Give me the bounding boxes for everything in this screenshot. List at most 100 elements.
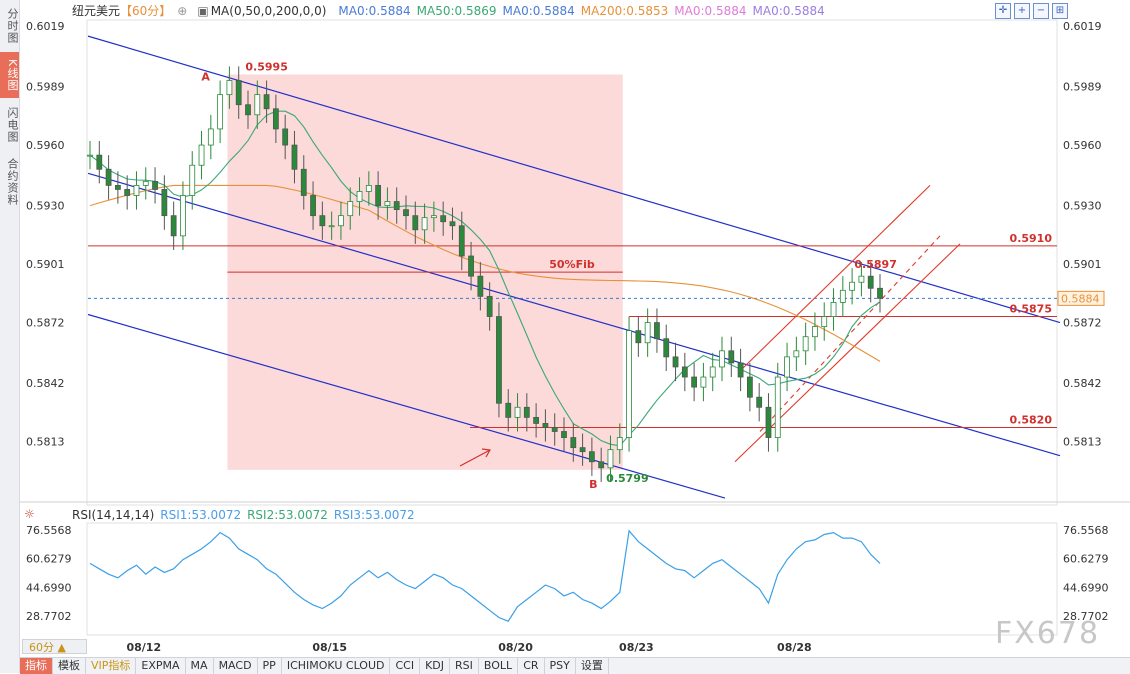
- candle-body: [728, 350, 735, 364]
- fit-icon[interactable]: ⊞: [1052, 3, 1068, 19]
- candle-body: [468, 255, 474, 277]
- candle-body: [812, 326, 818, 338]
- candle: [96, 141, 103, 184]
- current-price-value: 0.5884: [1061, 292, 1100, 305]
- candle: [384, 187, 391, 220]
- template-tab[interactable]: 模板: [53, 658, 86, 674]
- candle: [319, 201, 326, 240]
- settings-button[interactable]: 设置: [576, 658, 609, 674]
- candle: [719, 336, 725, 382]
- vip-indicator-tab[interactable]: VIP指标: [86, 658, 137, 674]
- ma-settings-icon[interactable]: ⊕: [177, 4, 188, 18]
- legend-ma0-a: MA0:0.5884: [338, 4, 411, 18]
- rsi-tick-left-3: 28.7702: [26, 610, 72, 623]
- rsi-tick-left-0: 76.5568: [26, 524, 72, 537]
- candle: [189, 151, 196, 210]
- candle: [728, 336, 735, 378]
- indicator-macd[interactable]: MACD: [214, 658, 258, 674]
- candle: [170, 201, 177, 250]
- candle: [709, 352, 716, 392]
- candle: [616, 423, 623, 464]
- candle: [254, 80, 261, 129]
- x-tick-4: 08/28: [777, 641, 812, 654]
- tab-flash-chart[interactable]: 闪电图: [6, 107, 19, 143]
- candle-body: [830, 302, 837, 317]
- candle-body: [207, 128, 214, 146]
- indicator-boll[interactable]: BOLL: [479, 658, 519, 674]
- arrow-annotation: [459, 448, 491, 467]
- crosshair-icon[interactable]: ✛: [995, 3, 1011, 19]
- hline-label-0: 0.5910: [1010, 232, 1053, 245]
- candle: [403, 195, 409, 230]
- rsi-settings-icon[interactable]: ☼: [24, 507, 35, 521]
- y-tick-left-3: 0.5930: [26, 200, 65, 213]
- indicator-pp[interactable]: PP: [258, 658, 282, 674]
- tab-time-chart[interactable]: 分时图: [6, 8, 19, 44]
- indicator-tab[interactable]: 指标: [20, 658, 53, 674]
- candle-body: [403, 209, 409, 217]
- candle: [654, 308, 660, 353]
- candle-body: [245, 104, 251, 116]
- indicator-expma[interactable]: EXPMA: [136, 658, 186, 674]
- y-tick-left-7: 0.5813: [26, 436, 65, 449]
- candle: [142, 167, 149, 200]
- candle: [393, 187, 400, 224]
- candle: [161, 175, 168, 230]
- candle-body: [793, 350, 800, 358]
- tab-k-line[interactable]: K线图: [0, 52, 19, 98]
- indicator-ma[interactable]: MA: [186, 658, 214, 674]
- period-label: 【60分】: [120, 4, 172, 18]
- hline-label-3: 0.5820: [1010, 413, 1053, 426]
- price-chart[interactable]: 0.5910 50%Fib 0.5875 0.5820 A 0.5995 B 0.5799 0.…: [20, 0, 1130, 655]
- candle-body: [681, 366, 688, 378]
- candle-body: [802, 336, 809, 352]
- candle: [802, 322, 809, 365]
- candle: [746, 362, 753, 412]
- indicator-cci[interactable]: CCI: [390, 658, 421, 674]
- indicator-rsi[interactable]: RSI: [450, 658, 479, 674]
- indicator-ichimoku[interactable]: ICHIMOKU CLOUD: [282, 658, 391, 674]
- candle-body: [365, 185, 372, 192]
- y-tick-left-6: 0.5842: [26, 377, 65, 390]
- candle: [644, 308, 651, 357]
- candle: [496, 302, 502, 418]
- candle-body: [849, 281, 856, 291]
- rsi3-value: RSI3:53.0072: [333, 508, 415, 522]
- candle-body: [384, 201, 391, 206]
- point-b-price: 0.5799: [606, 472, 648, 485]
- candle-body: [96, 154, 103, 170]
- sidebar: 分时图 K线图 闪电图 合约资料: [0, 0, 20, 673]
- candle-body: [263, 94, 270, 110]
- candle: [365, 171, 372, 206]
- indicator-cr[interactable]: CR: [518, 658, 545, 674]
- candle: [245, 90, 251, 129]
- y-tick-right-1: 0.5989: [1063, 81, 1102, 94]
- candle-body: [477, 275, 484, 297]
- candle: [282, 114, 289, 160]
- ma-params-icon[interactable]: ▣: [197, 4, 209, 18]
- period-selector[interactable]: 60分 ▲: [22, 639, 87, 654]
- tab-contract-info[interactable]: 合约资料: [6, 158, 19, 206]
- candle-body: [421, 217, 428, 231]
- candle-body: [105, 168, 112, 186]
- zoom-out-icon[interactable]: −: [1033, 3, 1049, 19]
- indicator-psy[interactable]: PSY: [545, 658, 576, 674]
- candle-body: [672, 356, 679, 368]
- candle-body: [821, 316, 828, 328]
- candle-body: [551, 427, 558, 432]
- candle: [458, 211, 465, 271]
- candle: [672, 342, 679, 382]
- candle: [347, 187, 354, 230]
- indicator-kdj[interactable]: KDJ: [420, 658, 451, 674]
- point-a-label: A: [201, 70, 210, 83]
- zoom-in-icon[interactable]: +: [1014, 3, 1030, 19]
- candle-body: [291, 144, 298, 170]
- candle-body: [338, 215, 344, 227]
- candle-body: [635, 330, 642, 344]
- candle: [477, 262, 484, 311]
- candle-body: [644, 322, 651, 344]
- rsi-title: RSI(14,14,14): [72, 508, 155, 522]
- point-a-price: 0.5995: [245, 60, 287, 73]
- point-b-label: B: [589, 478, 597, 491]
- candle: [765, 393, 772, 452]
